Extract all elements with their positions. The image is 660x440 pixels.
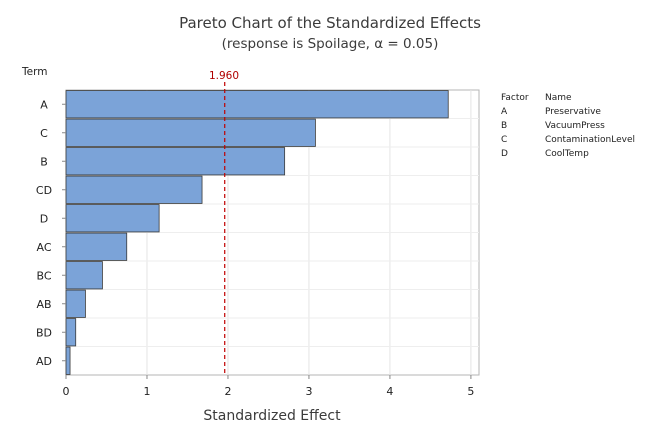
x-tick-label-2: 2 [224, 385, 231, 398]
y-tick-label-b: B [40, 155, 48, 168]
y-tick-label-ab: AB [36, 298, 51, 311]
y-tick-label-cd: CD [36, 184, 52, 197]
legend-name-b: VacuumPress [545, 121, 605, 131]
x-tick-label-3: 3 [305, 385, 312, 398]
legend-header-factor: Factor [501, 93, 529, 103]
y-tick-label-bc: BC [36, 269, 51, 282]
legend-name-d: CoolTemp [545, 149, 589, 159]
y-tick-label-a: A [40, 98, 48, 111]
y-tick-label-bd: BD [36, 326, 52, 339]
bar-ab [65, 289, 86, 318]
y-axis-title: Term [21, 66, 47, 78]
chart-title: Pareto Chart of the Standardized Effects [179, 14, 481, 32]
y-tick-label-c: C [40, 127, 48, 140]
y-tick-label-ac: AC [36, 241, 51, 254]
legend-name-c: ContaminationLevel [545, 135, 635, 145]
legend-factor-b: B [501, 121, 507, 131]
x-tick-label-1: 1 [143, 385, 150, 398]
legend-header-name: Name [545, 93, 572, 103]
x-tick-label-4: 4 [386, 385, 393, 398]
bar-d [65, 204, 160, 233]
y-tick-label-ad: AD [36, 355, 52, 368]
legend-factor-d: D [501, 149, 508, 159]
x-tick-label-0: 0 [63, 385, 70, 398]
bar-bc [65, 261, 103, 290]
bar-c [65, 118, 316, 147]
legend-factor-c: C [501, 135, 507, 145]
chart-subtitle: (response is Spoilage, α = 0.05) [222, 36, 439, 52]
bar-b [65, 147, 286, 176]
legend-name-a: Preservative [545, 107, 601, 117]
reference-line-label: 1.960 [209, 70, 239, 82]
legend: Factor Name A Preservative B VacuumPress… [501, 93, 635, 159]
legend-factor-a: A [501, 107, 508, 117]
bar-ac [65, 232, 128, 261]
bar-a [65, 90, 449, 119]
bar-bd [65, 318, 77, 347]
bar-cd [65, 175, 203, 204]
bar-ad [65, 346, 71, 375]
x-tick-label-5: 5 [467, 385, 474, 398]
x-axis-title: Standardized Effect [203, 408, 341, 424]
y-tick-label-d: D [40, 212, 48, 225]
